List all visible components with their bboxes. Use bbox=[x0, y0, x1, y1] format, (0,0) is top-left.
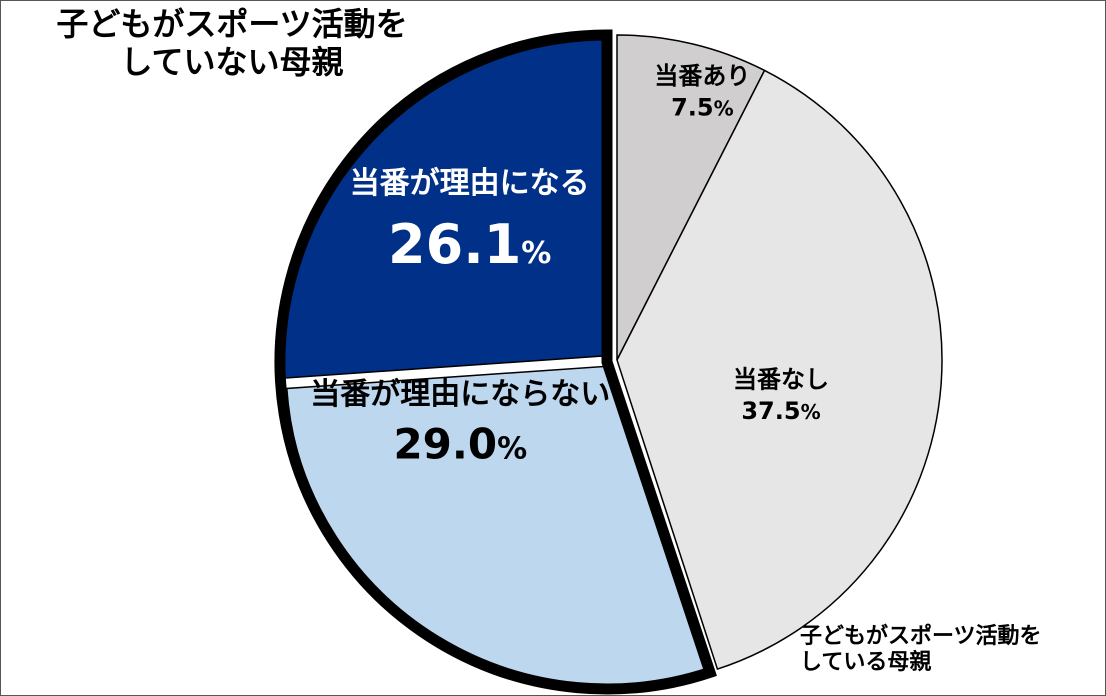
slice-active-1 bbox=[616, 34, 766, 361]
slice-name-text: 当番が理由にならない bbox=[310, 377, 610, 412]
group-outline bbox=[274, 29, 717, 695]
group-label-line: している母親 bbox=[800, 649, 932, 675]
slice-active-2-label: 当番なし 37.5% bbox=[733, 366, 829, 425]
group-label-active: 子どもがスポーツ活動を している母親 bbox=[800, 624, 1100, 676]
group-label-line: 子どもがスポーツ活動を bbox=[800, 624, 1042, 649]
group-label-line: していない母親 bbox=[120, 42, 344, 81]
slice-inactive-1-label: 当番が理由になる 26.1% bbox=[350, 166, 590, 276]
slice-name-text: 当番が理由になる bbox=[350, 166, 590, 201]
group-label-not-active: 子どもがスポーツ活動を していない母親 bbox=[22, 5, 442, 82]
group-label-line: 子どもがスポーツ活動を bbox=[56, 5, 408, 43]
slice-value-text: 29.0% bbox=[393, 419, 527, 468]
slice-value-text: 26.1% bbox=[388, 213, 551, 276]
slice-inactive-2-label: 当番が理由にならない 29.0% bbox=[310, 377, 610, 469]
slice-active-1-label: 当番あり 7.5% bbox=[654, 62, 750, 121]
slice-value-text: 7.5% bbox=[671, 93, 734, 121]
slice-name-text: 当番あり bbox=[654, 62, 750, 90]
slice-name-text: 当番なし bbox=[733, 366, 829, 394]
slice-active-2 bbox=[616, 69, 943, 671]
slice-value-text: 37.5% bbox=[741, 397, 820, 425]
